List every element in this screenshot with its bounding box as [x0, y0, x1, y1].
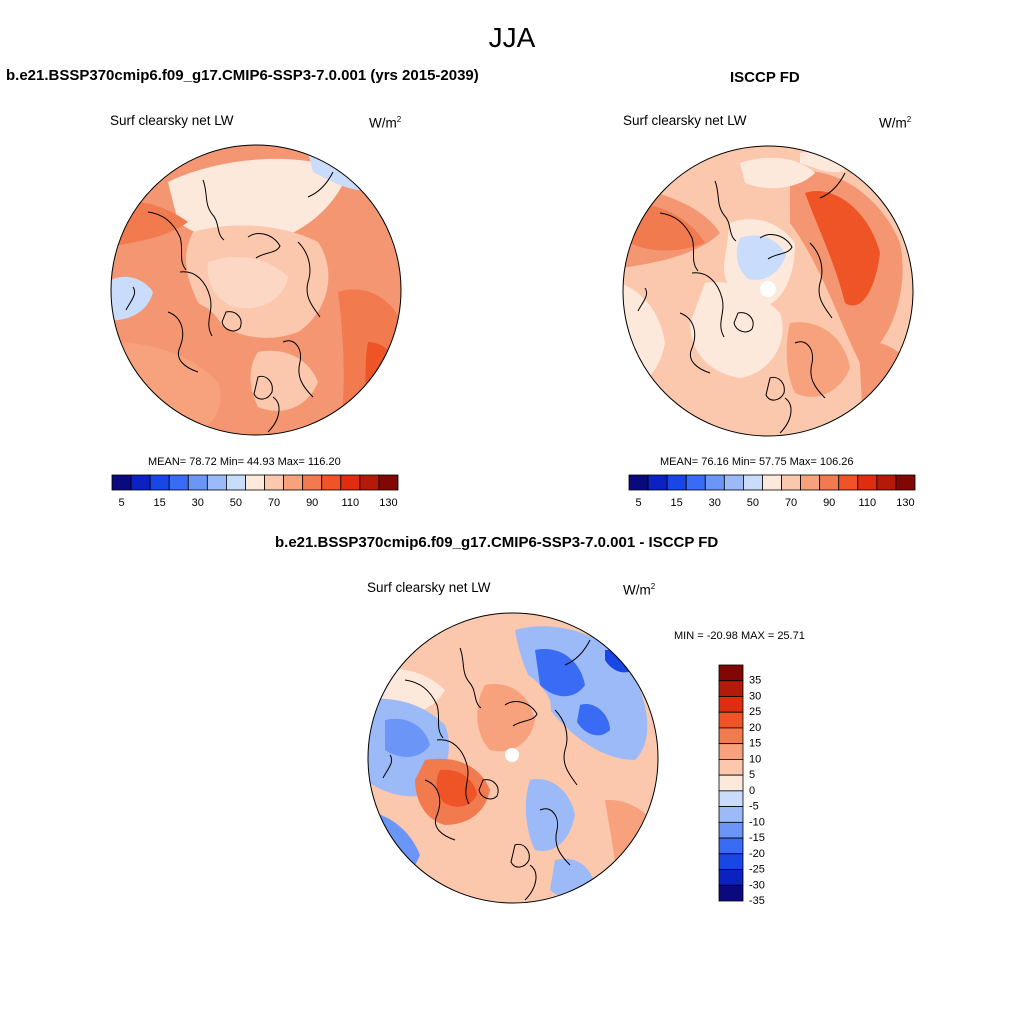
colorbar-box [718, 696, 744, 713]
colorbar-box [704, 474, 725, 491]
colorbar-box [743, 474, 763, 491]
colorbar-box [718, 774, 744, 792]
colorbar-box [666, 474, 687, 491]
colorbar-box [187, 474, 208, 491]
colorbar-tick-label: 130 [896, 497, 914, 509]
page-title: JJA [488, 22, 536, 53]
colorbar-tick-label: 35 [749, 675, 761, 687]
colorbar-box [685, 474, 706, 491]
colorbar-tick-label: 15 [749, 738, 761, 750]
colorbar-box [718, 743, 744, 760]
colorbar-box [168, 474, 189, 491]
diff-colorbar: 35 30 25 20 15 10 5 0 -5 -10 -15 -20 -25 -30 -35 [718, 664, 765, 904]
colorbar-box [718, 727, 744, 745]
colorbar-tick-label: 15 [154, 497, 166, 509]
colorbar-box [718, 711, 744, 729]
model-polar-map [110, 144, 402, 436]
model-panel-title: b.e21.BSSP370cmip6.f09_g17.CMIP6-SSP3-7.… [6, 67, 479, 84]
colorbar-box [226, 474, 246, 491]
colorbar-box [378, 474, 399, 491]
colorbar-tick-label: 5 [118, 497, 124, 509]
colorbar-tick-label: 20 [749, 722, 761, 734]
colorbar-box [781, 474, 802, 491]
colorbar-tick-label: 30 [709, 497, 721, 509]
obs-panel-title: ISCCP FD [730, 69, 800, 86]
colorbar-tick-label: -15 [749, 832, 765, 844]
colorbar-box [321, 474, 342, 491]
colorbar-box [876, 474, 897, 491]
colorbar-box [283, 474, 304, 491]
colorbar-box [718, 806, 744, 823]
colorbar-box [718, 884, 744, 902]
model-variable-label: Surf clearsky net LW [110, 113, 234, 128]
colorbar-tick-label: 70 [785, 497, 797, 509]
colorbar-box [718, 759, 744, 776]
colorbar-box [302, 474, 323, 491]
colorbar-tick-label: 0 [749, 785, 755, 797]
obs-polar-map [622, 145, 914, 437]
colorbar-box [111, 474, 132, 491]
diff-stats-label: MIN = -20.98 MAX = 25.71 [674, 630, 805, 642]
colorbar-box [130, 474, 151, 491]
obs-units-label: W/m2 [879, 115, 912, 131]
colorbar-box [819, 474, 840, 491]
colorbar-box [718, 664, 744, 682]
colorbar-tick-label: 50 [230, 497, 242, 509]
colorbar-box [647, 474, 668, 491]
colorbar-box [718, 869, 744, 886]
colorbar-tick-label: 25 [749, 706, 761, 718]
colorbar-tick-label: -30 [749, 879, 765, 891]
colorbar-box [857, 474, 878, 491]
colorbar-tick-label: -20 [749, 848, 765, 860]
colorbar-box [718, 680, 744, 697]
model-stats-label: MEAN= 78.72 Min= 44.93 Max= 116.20 [148, 456, 341, 468]
colorbar-tick-label: 50 [747, 497, 759, 509]
obs-variable-label: Surf clearsky net LW [623, 113, 747, 128]
colorbar-box [628, 474, 649, 491]
colorbar-tick-label: -35 [749, 895, 765, 904]
obs-colorbar: 5 15 30 50 70 90 110 130 [628, 474, 916, 509]
colorbar-tick-label: 15 [671, 497, 683, 509]
diff-polar-map [367, 612, 659, 904]
colorbar-box [718, 837, 744, 855]
colorbar-box [718, 821, 744, 839]
colorbar-box [245, 474, 265, 491]
colorbar-box [723, 474, 744, 491]
colorbar-tick-label: 110 [859, 497, 877, 509]
colorbar-box [149, 474, 170, 491]
colorbar-box [762, 474, 782, 491]
colorbar-box [359, 474, 380, 491]
colorbar-tick-label: 5 [635, 497, 641, 509]
colorbar-tick-label: 130 [379, 497, 397, 509]
colorbar-tick-label: 10 [749, 753, 761, 765]
colorbar-tick-label: -25 [749, 864, 765, 876]
colorbar-tick-label: 90 [306, 497, 318, 509]
colorbar-tick-label: 5 [749, 769, 755, 781]
diff-units-label: W/m2 [623, 582, 656, 598]
colorbar-box [718, 790, 744, 808]
colorbar-tick-label: 90 [823, 497, 835, 509]
colorbar-tick-label: 70 [268, 497, 280, 509]
diff-panel-title: b.e21.BSSP370cmip6.f09_g17.CMIP6-SSP3-7.… [275, 534, 719, 551]
colorbar-box [206, 474, 227, 491]
colorbar-box [800, 474, 821, 491]
colorbar-tick-label: 110 [342, 497, 360, 509]
colorbar-box [264, 474, 285, 491]
colorbar-box [718, 853, 744, 870]
colorbar-tick-label: 30 [749, 690, 761, 702]
obs-stats-label: MEAN= 76.16 Min= 57.75 Max= 106.26 [660, 456, 854, 468]
colorbar-box [895, 474, 916, 491]
model-colorbar: 5 15 30 50 70 90 110 130 [111, 474, 399, 509]
colorbar-box [340, 474, 361, 491]
colorbar-tick-label: -10 [749, 816, 765, 828]
colorbar-box [838, 474, 859, 491]
diff-variable-label: Surf clearsky net LW [367, 580, 491, 595]
colorbar-tick-label: 30 [192, 497, 204, 509]
colorbar-tick-label: -5 [749, 801, 759, 813]
model-units-label: W/m2 [369, 115, 402, 131]
